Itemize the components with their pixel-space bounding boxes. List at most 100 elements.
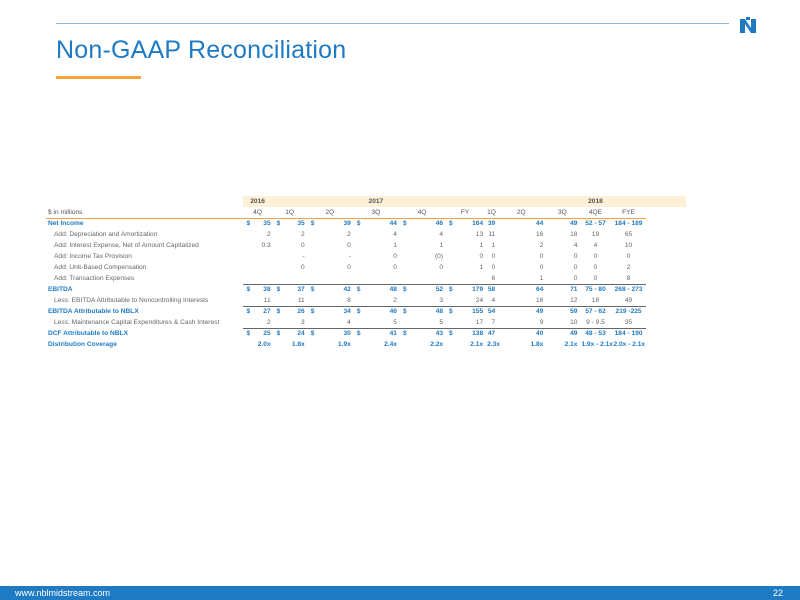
- value-cell: 37: [284, 283, 307, 295]
- value-cell: 49: [545, 327, 580, 339]
- value-cell: 2.3x: [487, 341, 500, 348]
- year-2018: 2018: [545, 196, 646, 207]
- value-cell: 184 - 190: [611, 327, 646, 339]
- quarter-header: 4Q: [398, 207, 446, 219]
- value-cell: [255, 262, 273, 273]
- value-cell: 4: [318, 317, 353, 329]
- row-label: Distribution Coverage: [48, 341, 117, 348]
- currency-cell: $: [445, 327, 458, 339]
- currency-cell: [307, 251, 319, 262]
- value-cell: 8: [611, 273, 646, 285]
- value-cell: 17: [457, 317, 486, 329]
- value-cell: 8: [318, 295, 353, 307]
- currency-cell: [273, 339, 285, 350]
- value-cell: 9: [497, 317, 546, 329]
- currency-cell: [242, 295, 255, 307]
- table-row: Add: Transaction Expenses 6 1 0 0 8: [46, 273, 736, 285]
- currency-cell: [273, 229, 285, 240]
- value-cell: 0: [491, 253, 496, 260]
- value-cell: (0): [434, 253, 444, 260]
- row-label: Add: Interest Expense, Net of Amount Cap…: [54, 242, 199, 249]
- currency-cell: [445, 273, 458, 285]
- value-cell: 2: [347, 231, 351, 238]
- value-cell: 35: [263, 220, 271, 228]
- currency-cell: [399, 262, 411, 273]
- table-row: Net Income $35 $35 $39 $44 $46 $164 39 44 49 52 - …: [46, 218, 736, 229]
- currency-cell: [272, 273, 285, 285]
- value-cell: 0: [579, 273, 612, 285]
- value-cell: 0: [347, 264, 351, 271]
- value-cell: 46: [435, 220, 444, 228]
- value-cell: 10: [545, 317, 580, 329]
- value-cell: 46: [364, 305, 399, 317]
- value-cell: 4: [439, 231, 444, 238]
- currency-cell: [399, 339, 411, 350]
- value-cell: 64: [497, 283, 546, 295]
- quarter-header: 1Q: [272, 207, 307, 219]
- currency-cell: $: [398, 305, 411, 317]
- value-cell: 44: [536, 220, 544, 228]
- value-cell: 2: [301, 231, 305, 238]
- value-cell: 138: [457, 327, 486, 339]
- currency-cell: $: [242, 283, 255, 295]
- value-cell: 1: [439, 242, 444, 249]
- value-cell: 12: [545, 295, 580, 307]
- value-cell: 164: [472, 220, 484, 228]
- quarter-header: 3Q: [545, 207, 580, 219]
- currency-cell: [273, 240, 285, 251]
- row-label: EBITDA: [48, 286, 73, 293]
- value-cell: 39: [343, 220, 351, 228]
- value-cell: 48 - 53: [579, 327, 612, 339]
- value-cell: [364, 273, 399, 285]
- currency-cell: $: [242, 305, 255, 317]
- value-cell: 49: [497, 305, 546, 317]
- currency-cell: $: [356, 220, 361, 228]
- value-cell: 49: [570, 220, 578, 228]
- value-cell: 16: [536, 231, 544, 238]
- row-label: Add: Unit-Based Compensation: [54, 264, 147, 271]
- row-label: Less: EBITDA Attributable to Noncontroll…: [54, 297, 209, 304]
- nbl-midstream-logo-icon: [740, 17, 756, 33]
- value-cell: 58: [485, 283, 498, 295]
- units-label: $ in millions: [46, 207, 243, 219]
- currency-cell: [243, 262, 255, 273]
- currency-cell: [352, 317, 365, 329]
- currency-cell: [399, 251, 411, 262]
- table-row: EBITDA Attributable to NBLX $27 $26 $34 $46 $…: [46, 305, 736, 317]
- value-cell: 2.0x: [257, 341, 271, 348]
- value-cell: 35: [297, 220, 305, 228]
- value-cell: 1: [479, 264, 484, 271]
- value-cell: 0.3: [261, 242, 271, 249]
- currency-cell: [307, 339, 319, 350]
- currency-cell: $: [276, 220, 281, 228]
- year-2016: 2016: [242, 196, 273, 207]
- table-row: Add: Income Tax Provision - -0 (0) 0 0 0 0 0 0: [46, 251, 736, 262]
- value-cell: 24: [284, 327, 307, 339]
- value-cell: 1.8x: [530, 341, 544, 348]
- currency-cell: [307, 229, 319, 240]
- value-cell: 5: [410, 317, 446, 329]
- value-cell: 41: [364, 327, 399, 339]
- table-row: Less: EBITDA Attributable to Noncontroll…: [46, 295, 736, 307]
- quarter-header: FYE: [611, 207, 646, 219]
- value-cell: 0: [545, 273, 580, 285]
- value-cell: 3: [284, 317, 307, 329]
- table-row: DCF Attributable to NBLX $25 $24 $30 $41 $43 $…: [46, 327, 736, 339]
- value-cell: 38: [254, 283, 273, 295]
- quarter-header-row: $ in millions 4Q 1Q 2Q 3Q 4Q FY 1Q 2Q 3Q 4QE FYE: [46, 207, 736, 219]
- value-cell: 2: [364, 295, 399, 307]
- currency-cell: [445, 240, 457, 251]
- value-cell: 4: [393, 231, 397, 238]
- currency-cell: $: [272, 283, 285, 295]
- currency-cell: [353, 251, 365, 262]
- value-cell: 1: [497, 273, 546, 285]
- currency-cell: [243, 240, 255, 251]
- value-cell: 6: [485, 273, 498, 285]
- value-cell: 1: [479, 242, 484, 249]
- table-row: Add: Depreciation and Amortization 2 2 2 4 4 1…: [46, 229, 736, 240]
- currency-cell: $: [310, 220, 315, 228]
- value-cell: 11: [254, 295, 273, 307]
- row-label: Add: Income Tax Provision: [54, 253, 132, 260]
- header-rule: [56, 23, 729, 24]
- row-label: Add: Transaction Expenses: [54, 275, 135, 282]
